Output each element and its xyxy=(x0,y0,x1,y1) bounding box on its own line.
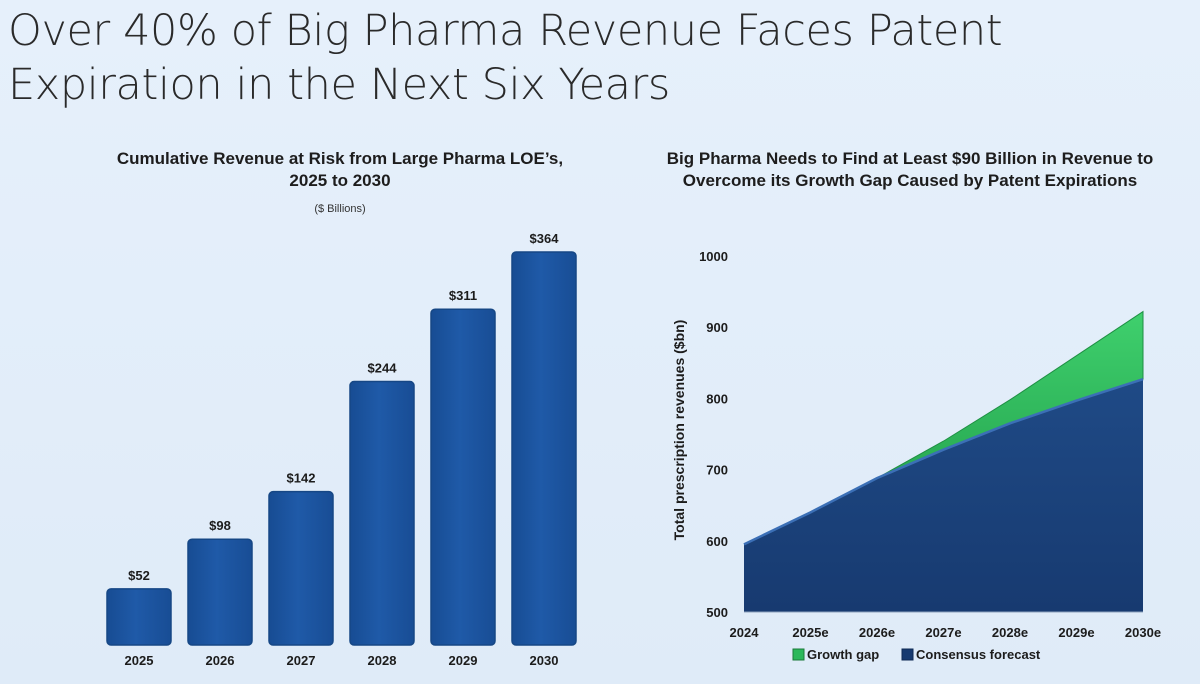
page-title: Over 40% of Big Pharma Revenue Faces Pat… xyxy=(8,6,1003,110)
y-tick-label: 800 xyxy=(706,391,728,406)
x-tick-label: 2027 xyxy=(287,653,316,668)
x-tick-label: 2030 xyxy=(530,653,559,668)
bar-2026 xyxy=(187,538,253,646)
y-tick-label: 1000 xyxy=(699,249,728,264)
bar-2025 xyxy=(106,588,172,646)
x-tick-label: 2027e xyxy=(925,625,961,640)
left-chart-title: Cumulative Revenue at Risk from Large Ph… xyxy=(116,149,564,190)
bar-2030 xyxy=(511,251,577,646)
x-tick-label: 2029e xyxy=(1058,625,1094,640)
x-tick-label: 2025e xyxy=(792,625,828,640)
bar-2027 xyxy=(268,490,334,646)
y-tick-label: 600 xyxy=(706,534,728,549)
left-chart-subtitle: ($ Billions) xyxy=(314,203,366,215)
legend-label-growth-gap: Growth gap xyxy=(807,647,879,662)
y-tick-label: 900 xyxy=(706,320,728,335)
y-tick-label: 500 xyxy=(706,605,728,620)
x-tick-label: 2028e xyxy=(992,625,1028,640)
bar-value-label: $52 xyxy=(128,568,150,583)
x-tick-label: 2030e xyxy=(1125,625,1161,640)
bar-value-label: $142 xyxy=(287,471,316,486)
bar-value-label: $98 xyxy=(209,518,231,533)
bar-2028 xyxy=(349,380,415,646)
x-tick-label: 2025 xyxy=(125,653,154,668)
x-tick-label: 2026e xyxy=(859,625,895,640)
bar-value-label: $244 xyxy=(368,361,398,376)
x-tick-label: 2024 xyxy=(730,625,760,640)
legend-label-consensus-forecast: Consensus forecast xyxy=(916,647,1041,662)
bar-2029 xyxy=(430,308,496,646)
bar-value-label: $364 xyxy=(530,231,560,246)
x-tick-label: 2029 xyxy=(449,653,478,668)
legend-swatch-consensus-forecast xyxy=(901,648,914,661)
x-tick-label: 2026 xyxy=(206,653,235,668)
consensus-forecast-area xyxy=(744,379,1143,612)
x-tick-label: 2028 xyxy=(368,653,397,668)
y-axis-label: Total prescription revenues ($bn) xyxy=(671,320,687,541)
y-tick-label: 700 xyxy=(706,463,728,478)
legend-swatch-growth-gap xyxy=(792,648,805,661)
right-chart-title: Big Pharma Needs to Find at Least $90 Bi… xyxy=(666,149,1154,190)
consensus-forecast-line xyxy=(743,377,1144,546)
bar-value-label: $311 xyxy=(449,288,477,303)
